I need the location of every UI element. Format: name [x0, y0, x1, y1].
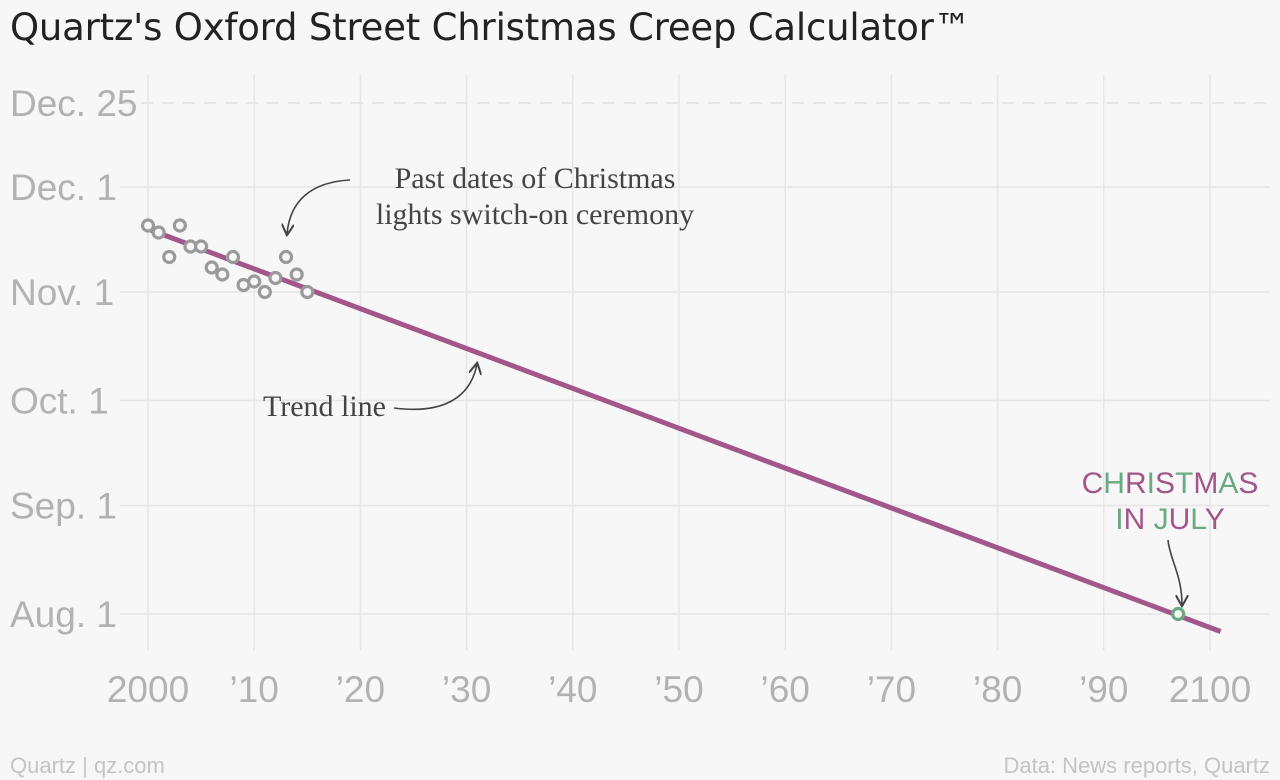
y-tick-label: Dec. 25 [10, 83, 138, 124]
data-point [151, 225, 166, 240]
letter: C [1082, 467, 1104, 500]
x-tick-label: 2000 [107, 669, 189, 710]
x-tick-label: ’90 [1079, 669, 1128, 710]
grid [120, 75, 1270, 650]
letter [1145, 503, 1153, 536]
data-point [300, 284, 315, 300]
annotation-trend-line: Trend line [263, 390, 386, 423]
letter: I [1115, 503, 1123, 536]
letter: S [1155, 467, 1175, 500]
annotation-christmas: CHRISTMAS [1082, 467, 1259, 500]
letter: S [1238, 467, 1258, 500]
points-layer [140, 218, 1186, 622]
annotation-in-july: IN JULY [1115, 503, 1225, 536]
footer-source-left: Quartz | qz.com [10, 753, 165, 778]
letter: H [1103, 467, 1125, 500]
x-tick-label: ’30 [442, 669, 491, 710]
x-tick-label: ’10 [230, 669, 279, 710]
data-point [247, 274, 262, 289]
annotation-past-dates-line-1: Past dates of Christmas [395, 162, 676, 195]
letter: L [1190, 503, 1206, 536]
data-point [204, 260, 219, 275]
data-point [225, 249, 241, 265]
annotations: Past dates of Christmas lights switch-on… [263, 162, 1258, 605]
data-point [215, 267, 230, 282]
y-axis: Aug. 1 Sep. 1 Oct. 1 Nov. 1 Dec. 1 Dec. 25 [10, 83, 138, 635]
letter: J [1154, 503, 1169, 536]
letter: M [1193, 467, 1218, 500]
letter: N [1124, 503, 1146, 536]
data-point [162, 249, 177, 265]
arrow-past-dates [287, 179, 351, 234]
letter: U [1169, 503, 1191, 536]
x-tick-label: ’20 [336, 669, 385, 710]
x-tick-label: ’60 [761, 669, 810, 710]
letter: I [1147, 467, 1155, 500]
x-tick-label: ’80 [973, 669, 1022, 710]
letter: Y [1205, 503, 1225, 536]
y-tick-label: Dec. 1 [10, 167, 117, 208]
arrow-trend-line [393, 364, 477, 411]
y-tick-label: Sep. 1 [10, 486, 117, 527]
annotation-colored-text: IN JULY [1115, 503, 1225, 536]
data-point [268, 270, 283, 286]
letter: A [1218, 467, 1238, 500]
annotation-past-dates-line-2: lights switch-on ceremony [376, 198, 694, 231]
y-tick-label: Aug. 1 [10, 594, 117, 635]
data-point [140, 218, 156, 233]
annotation-colored-text: CHRISTMAS [1082, 467, 1259, 500]
data-point [278, 249, 294, 265]
x-tick-label: 2100 [1169, 669, 1251, 710]
y-tick-label: Nov. 1 [10, 272, 114, 313]
x-tick-label: ’50 [654, 669, 703, 710]
footer-source-right: Data: News reports, Quartz [1003, 753, 1270, 778]
x-axis: 2000 ’10 ’20 ’30 ’40 ’50 ’60 ’70 ’80 ’90 2100 [107, 669, 1251, 710]
data-point [289, 267, 304, 282]
x-tick-label: ’40 [548, 669, 597, 710]
chart-title: Quartz's Oxford Street Christmas Creep C… [10, 6, 971, 49]
data-point [172, 218, 187, 233]
x-tick-label: ’70 [867, 669, 916, 710]
highlight-point [1171, 606, 1186, 622]
letter: R [1125, 467, 1147, 500]
letter: T [1175, 467, 1193, 500]
arrow-christmas-in-july [1167, 539, 1182, 605]
data-point [257, 284, 272, 300]
y-tick-label: Oct. 1 [10, 381, 109, 422]
data-point [194, 239, 209, 254]
trend-line [147, 226, 1222, 634]
trend-line-layer [147, 226, 1222, 634]
